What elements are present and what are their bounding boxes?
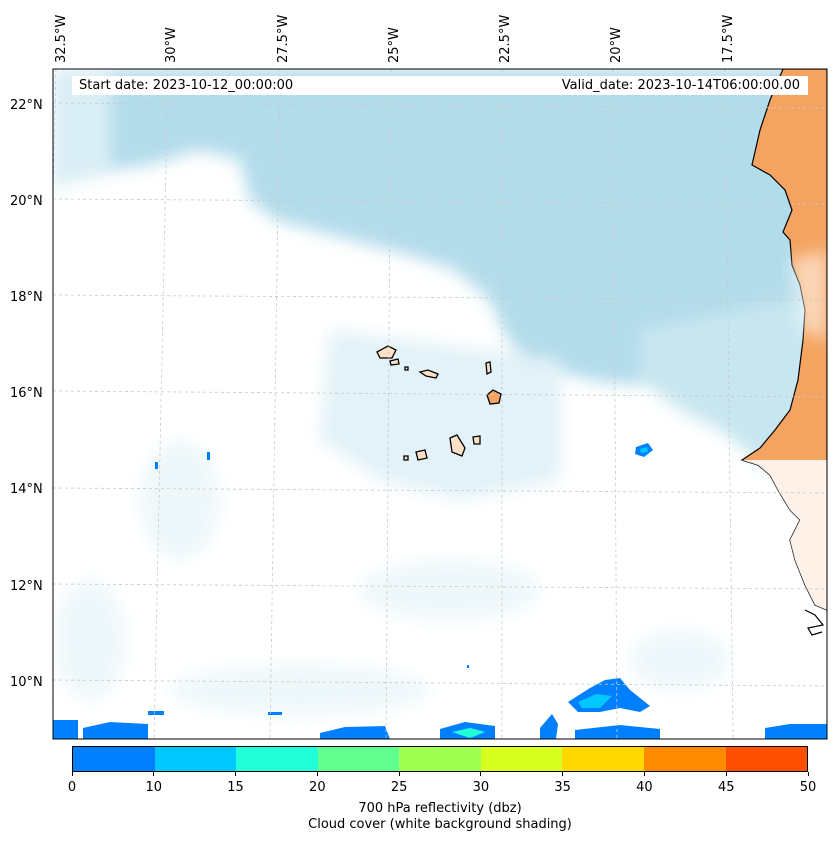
colorbar-tick-label: 25	[390, 780, 408, 795]
colorbar-segment	[480, 747, 563, 771]
island-sao-nicolau	[418, 369, 439, 379]
island-sao-vicente	[389, 358, 400, 366]
reflectivity-strip-5	[540, 714, 558, 739]
colorbar-subtitle: Cloud cover (white background shading)	[308, 817, 572, 832]
colorbar	[72, 746, 808, 772]
reflectivity-strip-7	[765, 724, 827, 739]
colorbar-segment	[236, 747, 318, 771]
colorbar-tick-mark	[153, 772, 155, 776]
colorbar-segment	[725, 747, 808, 771]
start-date-text: Start date: 2023-10-12_00:00:00	[79, 78, 294, 93]
colorbar-tick-label: 0	[67, 780, 77, 795]
colorbar-segment	[562, 747, 644, 771]
reflectivity-dot-2	[207, 452, 210, 460]
valid-date-text: Valid_date: 2023-10-14T06:00:00.00	[561, 78, 800, 93]
colorbar-tick-label: 15	[227, 780, 244, 795]
colorbar-tick-mark	[725, 772, 727, 776]
map-frame	[52, 68, 828, 740]
reflectivity-strip-3	[320, 726, 390, 739]
lat-label: 12°N	[10, 579, 43, 594]
land-cloud-overlay	[790, 250, 827, 340]
gridline-lon-30	[153, 69, 169, 739]
colorbar-tick-label: 35	[554, 780, 571, 795]
island-sal	[485, 361, 492, 376]
reflectivity-strip-2	[83, 722, 148, 739]
guinea-coast	[804, 609, 825, 636]
cloud-region-west	[53, 69, 110, 190]
lon-label: 30°W	[164, 27, 179, 63]
cloud-region-north	[53, 69, 827, 385]
reflectivity-cell-south-core	[578, 694, 612, 708]
lat-label: 20°N	[10, 194, 43, 209]
cloud-patch-west	[140, 440, 220, 560]
cloud-patch-south-1	[360, 560, 540, 620]
island-boa-vista	[486, 389, 502, 405]
reflectivity-patches	[53, 443, 827, 739]
colorbar-tick-mark	[643, 772, 645, 776]
lon-label: 22.5°W	[498, 14, 513, 63]
colorbar-tick-label: 20	[309, 780, 326, 795]
island-santiago	[449, 434, 466, 457]
island-maio	[472, 435, 481, 445]
cape-verde-islands	[376, 345, 502, 461]
reflectivity-strip-6	[575, 725, 660, 739]
land-south-overlay	[742, 460, 827, 739]
island-santo-antao	[376, 345, 397, 359]
colorbar-segment	[643, 747, 726, 771]
gridline-lon-25	[385, 69, 392, 739]
gridline-lon-17-5	[724, 69, 734, 739]
colorbar-tick-label: 40	[636, 780, 653, 795]
colorbar-tick-mark	[235, 772, 237, 776]
colorbar-tick-label: 30	[472, 780, 490, 795]
colorbar-tick-mark	[398, 772, 400, 776]
lat-label: 22°N	[10, 98, 43, 113]
island-santa-luzia	[404, 366, 409, 371]
cloud-cover-shading	[53, 69, 827, 715]
colorbar-tick-label: 45	[717, 780, 735, 795]
lat-label: 10°N	[10, 675, 43, 690]
cloud-patch-southwest	[55, 580, 125, 700]
colorbar-segment	[317, 747, 400, 771]
date-info-box: Start date: 2023-10-12_00:00:00 Valid_da…	[72, 76, 808, 95]
colorbar-segment	[154, 747, 237, 771]
colorbar-segment	[399, 747, 481, 771]
reflectivity-dot-4	[268, 712, 282, 715]
colorbar-tick-mark	[480, 772, 482, 776]
reflectivity-cell-east-core	[640, 447, 648, 453]
colorbar-tick-mark	[316, 772, 318, 776]
lat-label: 18°N	[10, 290, 43, 305]
reflectivity-strip-4-core	[452, 728, 485, 738]
cloud-patch-south-2	[630, 630, 730, 690]
colorbar-tick-label: 50	[799, 780, 817, 795]
island-brava	[403, 455, 409, 461]
colorbar-tick-mark	[71, 772, 73, 776]
colorbar-title: 700 hPa reflectivity (dbz)	[358, 801, 522, 816]
reflectivity-dot-5	[467, 665, 469, 668]
reflectivity-dot-1	[155, 462, 158, 469]
lat-label: 16°N	[10, 386, 43, 401]
lon-label: 32.5°W	[54, 14, 69, 63]
reflectivity-strip-1	[53, 720, 78, 739]
lon-label: 20°W	[609, 27, 624, 63]
reflectivity-dot-3	[148, 711, 164, 715]
colorbar-tick-label: 10	[145, 780, 163, 795]
map-area	[53, 69, 827, 739]
cloud-patch-south-3	[170, 665, 430, 715]
graticule	[53, 69, 827, 739]
island-fogo	[415, 449, 428, 461]
colorbar-segment	[73, 747, 155, 771]
lat-label: 14°N	[10, 482, 43, 497]
gridline-lon-20	[612, 69, 618, 739]
lon-label: 25°W	[387, 27, 402, 63]
gridline-lon-27-5	[269, 69, 281, 739]
colorbar-tick-mark	[562, 772, 564, 776]
lon-label: 17.5°W	[721, 14, 736, 63]
lon-label: 27.5°W	[276, 14, 291, 63]
colorbar-tick-mark	[807, 772, 809, 776]
cloud-patch-central	[320, 330, 560, 500]
